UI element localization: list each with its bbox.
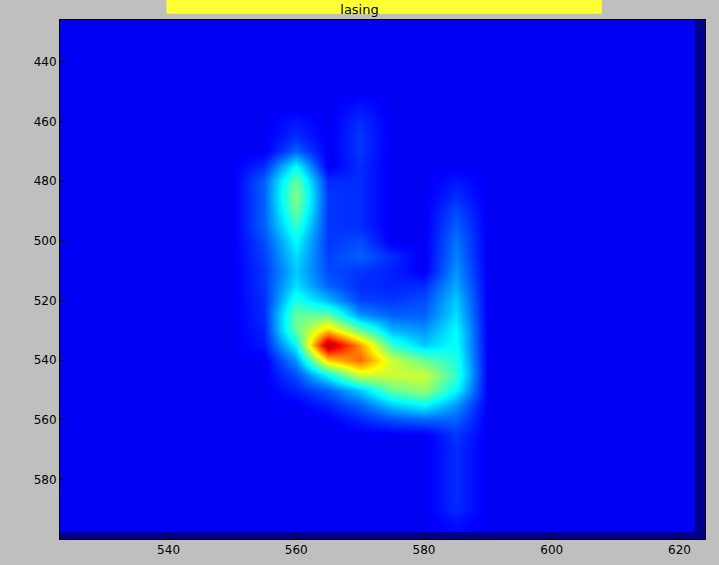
svg-text:lasing: lasing <box>340 2 378 17</box>
svg-text:600: 600 <box>540 543 563 557</box>
svg-text:540: 540 <box>157 543 180 557</box>
svg-text:620: 620 <box>668 543 691 557</box>
svg-text:480: 480 <box>34 174 57 188</box>
svg-text:520: 520 <box>34 294 57 308</box>
svg-text:580: 580 <box>413 543 436 557</box>
svg-text:580: 580 <box>34 473 57 487</box>
svg-text:540: 540 <box>34 353 57 367</box>
svg-text:440: 440 <box>34 55 57 69</box>
svg-text:460: 460 <box>34 115 57 129</box>
svg-text:560: 560 <box>34 413 57 427</box>
svg-text:560: 560 <box>285 543 308 557</box>
svg-text:500: 500 <box>34 234 57 248</box>
